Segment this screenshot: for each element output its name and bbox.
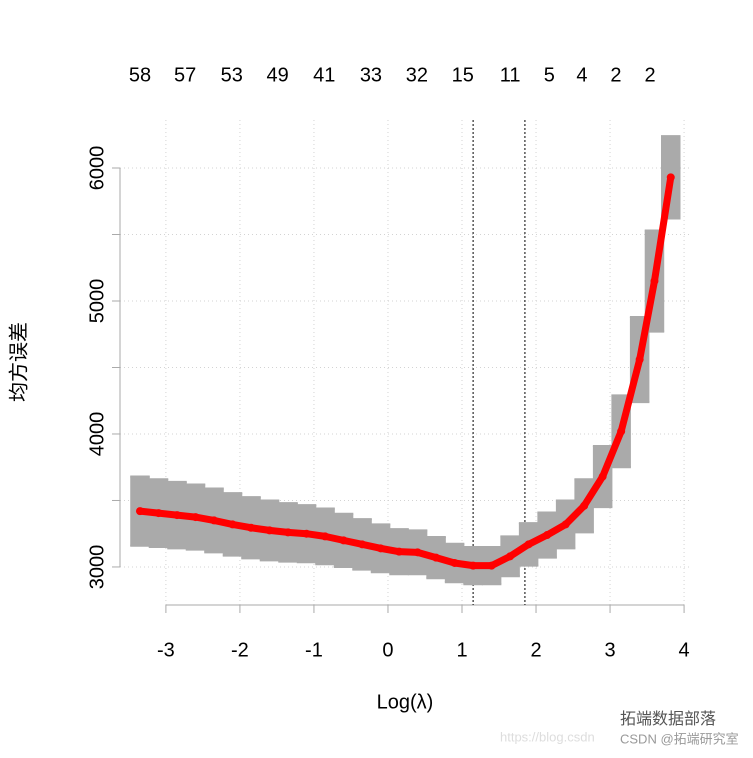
point [524,540,533,549]
top-label: 57 [174,64,196,86]
y-axis-label: 均方误差 [7,322,31,402]
x-tick-label: 3 [604,639,615,661]
point [265,526,274,535]
point [358,540,367,549]
y-tick-label: 6000 [86,146,108,191]
y-tick-label: 4000 [86,412,108,457]
point [598,472,607,481]
point [432,553,441,562]
x-tick-label: 2 [530,639,541,661]
point [284,528,293,537]
point [154,509,163,518]
point [228,520,237,529]
top-label: 49 [267,64,289,86]
point [413,548,422,557]
point [469,561,478,570]
x-tick-label: 1 [456,639,467,661]
top-label: 53 [221,64,243,86]
point [450,558,459,567]
watermark: https://blog.csdn [500,729,595,744]
top-label: 2 [610,64,621,86]
top-label: 33 [360,64,382,86]
point [487,561,496,570]
watermark: CSDN @拓端研究室 [620,731,739,746]
point [580,501,589,510]
top-label: 41 [313,64,335,86]
watermark: 拓端数据部落 [620,710,716,728]
point [650,277,659,286]
point [543,531,552,540]
top-label: 4 [576,64,587,86]
point [302,529,311,538]
point [506,552,515,561]
point [376,544,385,553]
top-label: 32 [406,64,428,86]
point [617,427,626,436]
point [247,523,256,532]
point [173,511,181,520]
point [210,516,219,525]
x-tick-label: -2 [231,639,249,661]
x-axis-label: Log(λ) [377,691,434,713]
y-tick-label: 5000 [86,279,108,324]
point [395,547,404,556]
point [191,513,200,522]
x-tick-label: 0 [382,639,393,661]
point [635,355,644,364]
point [321,532,330,541]
x-tick-label: -1 [305,639,323,661]
y-tick-label: 3000 [86,545,108,590]
point [339,536,348,545]
top-label: 11 [500,64,521,86]
top-label: 58 [129,64,151,86]
top-label: 5 [544,64,555,86]
point [666,173,675,182]
x-tick-label: -3 [157,639,175,661]
point [135,507,144,516]
point [561,520,570,529]
top-label: 2 [644,64,655,86]
x-tick-label: 4 [679,639,690,661]
top-label: 15 [452,64,474,86]
